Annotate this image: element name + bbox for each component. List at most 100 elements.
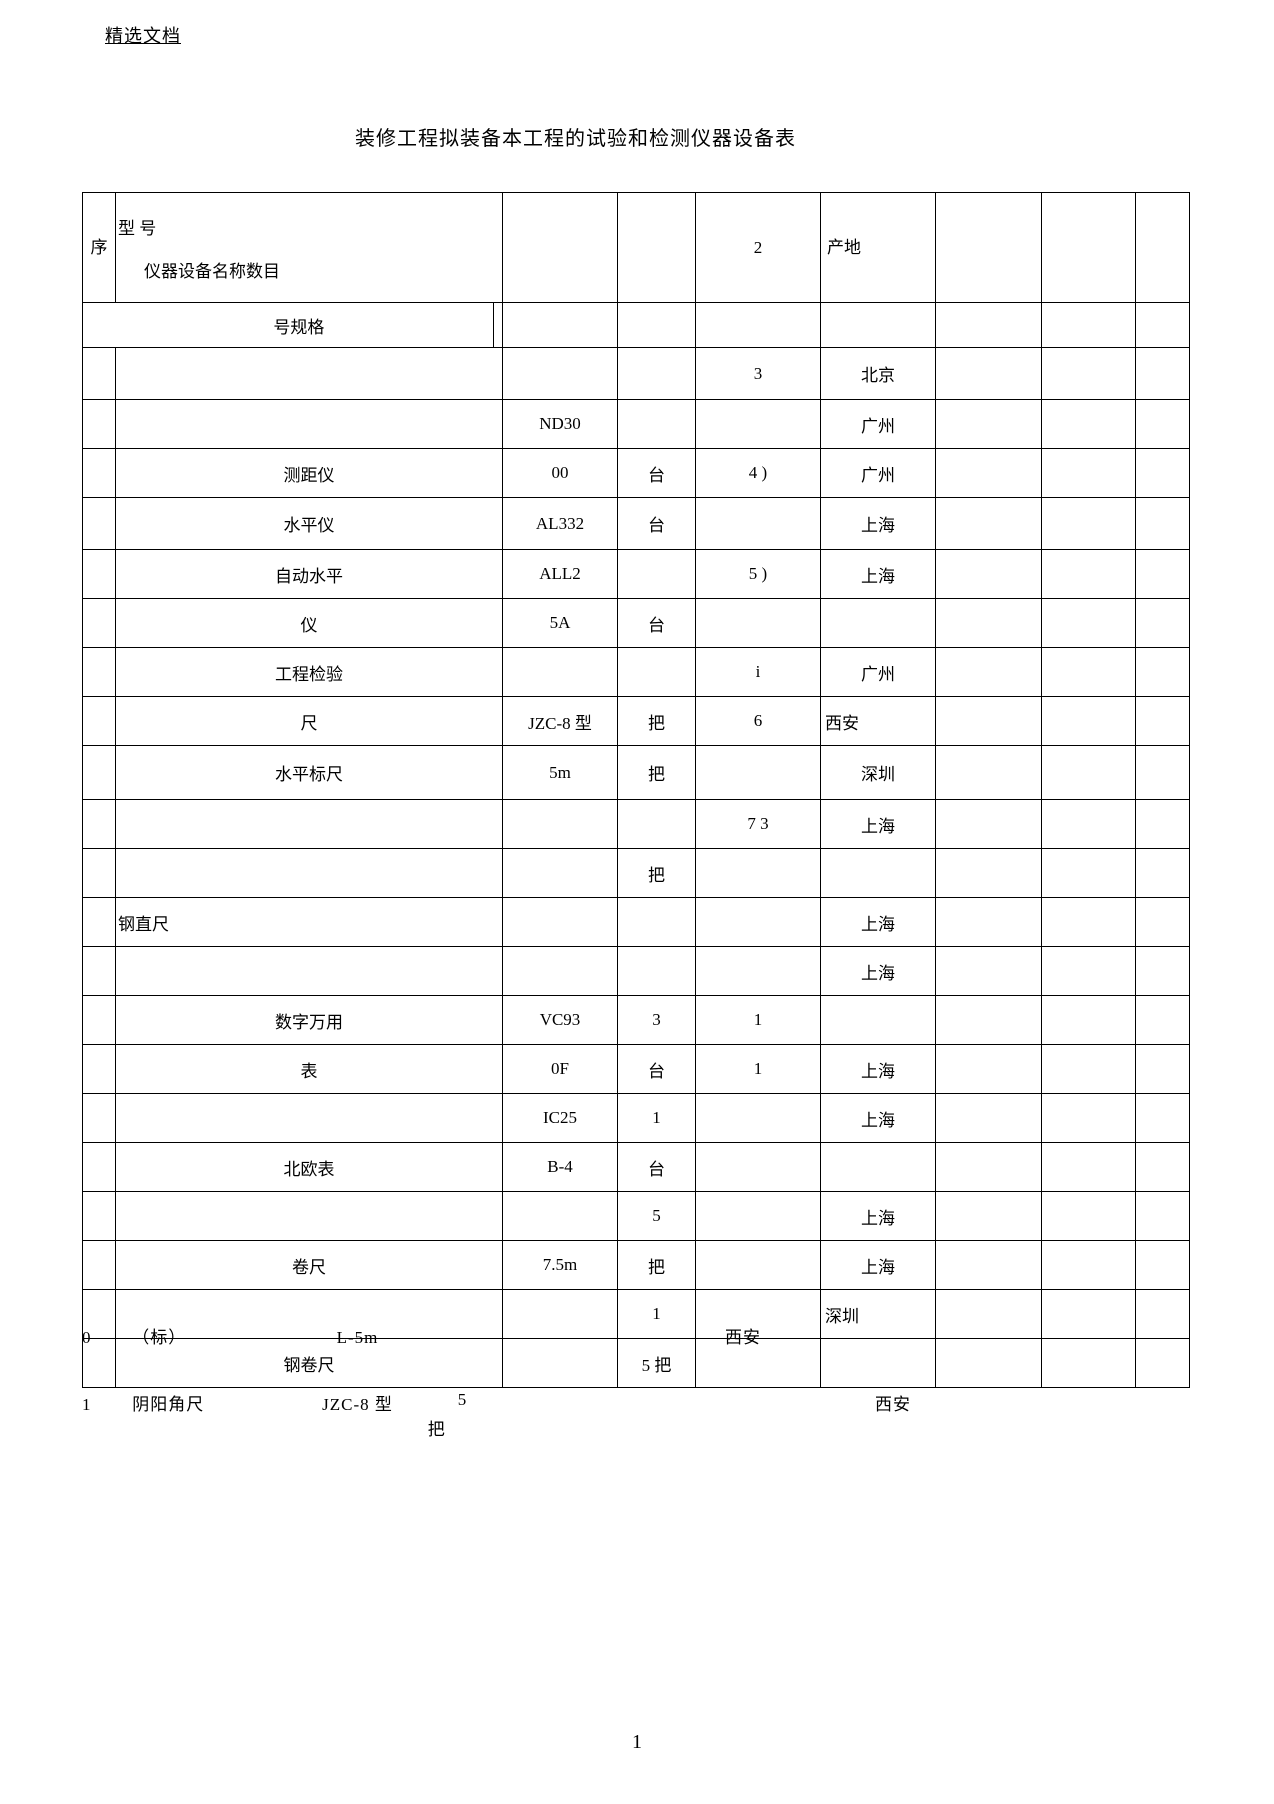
cell-e3 bbox=[1136, 1192, 1190, 1241]
cell-e1 bbox=[936, 498, 1042, 550]
table-row: 表0F台1上海 bbox=[83, 1045, 1190, 1094]
cell-mid bbox=[696, 947, 821, 996]
cell-name bbox=[116, 400, 503, 449]
cell-seq bbox=[83, 1192, 116, 1241]
cell-origin: 西安 bbox=[821, 697, 936, 746]
bottom-row-1: 1 阴阳角尺 JZC-8 型 5 把 西安 bbox=[82, 1390, 1190, 1415]
cell-e2 bbox=[1042, 348, 1136, 400]
table-row: 工程检验i广州 bbox=[83, 648, 1190, 697]
cell-e2 bbox=[1042, 400, 1136, 449]
cell-qty bbox=[618, 648, 696, 697]
cell-e1 bbox=[936, 1192, 1042, 1241]
br1-origin: 西安 bbox=[803, 1390, 983, 1415]
cell-origin: 上海 bbox=[821, 498, 936, 550]
cell-e3 bbox=[1136, 1094, 1190, 1143]
table-header-row: 序 型 号 仪器设备名称数目 2 产地 bbox=[83, 193, 1190, 303]
col-origin-header: 产地 bbox=[821, 193, 936, 303]
cell-mid bbox=[696, 1241, 821, 1290]
table-row: 仪5A台 bbox=[83, 599, 1190, 648]
table-row: 尺JZC-8 型把6西安 bbox=[83, 697, 1190, 746]
br0-seq: 0 bbox=[82, 1328, 127, 1348]
cell-e3 bbox=[1136, 498, 1190, 550]
col-e1-header bbox=[936, 193, 1042, 303]
cell-name: 尺 bbox=[116, 697, 503, 746]
cell-qty: 5 bbox=[618, 1192, 696, 1241]
cell-mid bbox=[696, 599, 821, 648]
doc-title: 装修工程拟装备本工程的试验和检测仪器设备表 bbox=[355, 122, 796, 151]
cell-spec bbox=[503, 849, 618, 898]
table-row: 水平仪AL332台上海 bbox=[83, 498, 1190, 550]
cell-e3 bbox=[1136, 550, 1190, 599]
br0-spec: L-5m bbox=[293, 1328, 423, 1348]
cell-qty: 台 bbox=[618, 498, 696, 550]
cell-seq bbox=[83, 599, 116, 648]
cell-e3 bbox=[1136, 599, 1190, 648]
cell-spec: ND30 bbox=[503, 400, 618, 449]
cell-e2 bbox=[1042, 800, 1136, 849]
cell-name: 自动水平 bbox=[116, 550, 503, 599]
cell-e1 bbox=[936, 599, 1042, 648]
cell-mid: 7 3 bbox=[696, 800, 821, 849]
cell-qty bbox=[618, 898, 696, 947]
table-row: 水平标尺5m把深圳 bbox=[83, 746, 1190, 800]
cell-qty: 把 bbox=[618, 746, 696, 800]
empty-sub bbox=[696, 303, 821, 348]
cell-name: 数字万用 bbox=[116, 996, 503, 1045]
cell-mid: i bbox=[696, 648, 821, 697]
cell-e1 bbox=[936, 1045, 1042, 1094]
cell-e3 bbox=[1136, 449, 1190, 498]
cell-origin: 广州 bbox=[821, 449, 936, 498]
cell-qty: 台 bbox=[618, 449, 696, 498]
empty-sub bbox=[618, 303, 696, 348]
cell-mid bbox=[696, 498, 821, 550]
equipment-table: 序 型 号 仪器设备名称数目 2 产地 号规格 bbox=[82, 192, 1190, 1388]
cell-e3 bbox=[1136, 898, 1190, 947]
cell-qty bbox=[618, 550, 696, 599]
cell-name: 工程检验 bbox=[116, 648, 503, 697]
cell-qty bbox=[618, 800, 696, 849]
cell-mid: 1 bbox=[696, 1045, 821, 1094]
cell-qty: 台 bbox=[618, 1045, 696, 1094]
cell-e2 bbox=[1042, 599, 1136, 648]
cell-name: 仪 bbox=[116, 599, 503, 648]
col-qty-header bbox=[618, 193, 696, 303]
table-body: 3北京ND30广州测距仪00台4 )广州水平仪AL332台上海自动水平ALL25… bbox=[83, 348, 1190, 1388]
cell-name: 测距仪 bbox=[116, 449, 503, 498]
cell-mid: 6 bbox=[696, 697, 821, 746]
type-sub: 规格 bbox=[290, 318, 324, 337]
cell-qty: 把 bbox=[618, 1241, 696, 1290]
page-number: 1 bbox=[632, 1731, 642, 1754]
cell-seq bbox=[83, 697, 116, 746]
table-row: 数字万用VC9331 bbox=[83, 996, 1190, 1045]
cell-e2 bbox=[1042, 648, 1136, 697]
cell-e1 bbox=[936, 697, 1042, 746]
cell-seq bbox=[83, 449, 116, 498]
cell-e2 bbox=[1042, 697, 1136, 746]
table-row: 钢直尺上海 bbox=[83, 898, 1190, 947]
cell-name bbox=[116, 800, 503, 849]
bottom-row-0: 0 （标） L-5m 西安 bbox=[82, 1323, 1190, 1348]
cell-seq bbox=[83, 947, 116, 996]
cell-mid bbox=[696, 849, 821, 898]
table-row: 3北京 bbox=[83, 348, 1190, 400]
cell-qty bbox=[618, 947, 696, 996]
br1-name: 阴阳角尺 bbox=[132, 1390, 287, 1415]
cell-seq bbox=[83, 996, 116, 1045]
table-row: 北欧表B-4台 bbox=[83, 1143, 1190, 1192]
cell-mid: 3 bbox=[696, 348, 821, 400]
cell-e1 bbox=[936, 947, 1042, 996]
cell-qty bbox=[618, 348, 696, 400]
cell-origin: 上海 bbox=[821, 550, 936, 599]
cell-origin: 广州 bbox=[821, 400, 936, 449]
cell-seq bbox=[83, 1143, 116, 1192]
table-row: 5上海 bbox=[83, 1192, 1190, 1241]
cell-mid bbox=[696, 746, 821, 800]
table-row: 上海 bbox=[83, 947, 1190, 996]
empty-sub bbox=[821, 303, 936, 348]
cell-e3 bbox=[1136, 800, 1190, 849]
cell-e2 bbox=[1042, 1094, 1136, 1143]
cell-mid bbox=[696, 1192, 821, 1241]
col-type-name-header: 型 号 仪器设备名称数目 bbox=[116, 193, 503, 303]
seq-sub: 号规格 bbox=[83, 303, 494, 348]
cell-e3 bbox=[1136, 697, 1190, 746]
